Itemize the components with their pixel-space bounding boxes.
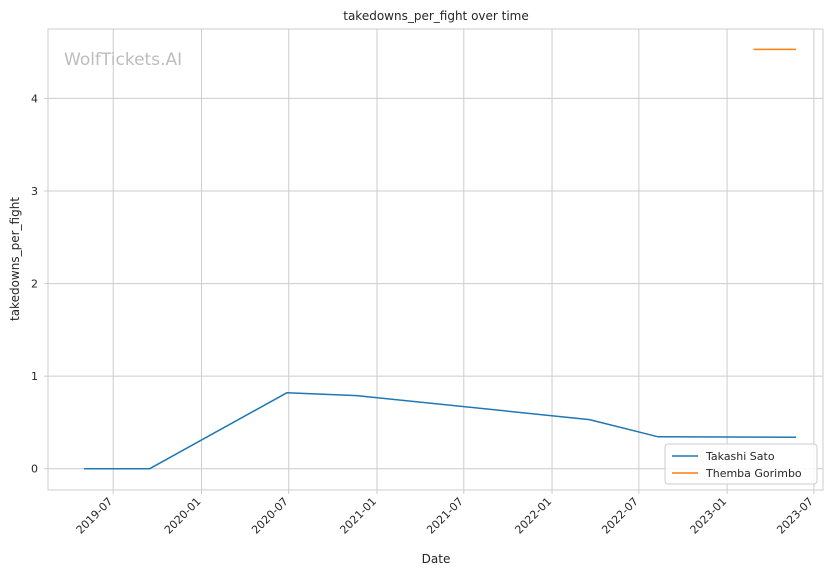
series-line-1 (84, 392, 797, 470)
y-tick-label: 0 (31, 463, 38, 476)
grid-lines (48, 29, 823, 490)
x-axis-label: Date (422, 552, 451, 566)
y-tick-label: 3 (31, 185, 38, 198)
legend-label-2: Themba Gorimbo (705, 467, 802, 480)
legend: Takashi Sato Themba Gorimbo (664, 443, 818, 485)
series-layer (84, 48, 797, 470)
y-tick-label: 2 (31, 278, 38, 291)
x-tick-label: 2022-07 (599, 495, 641, 537)
x-tick-label: 2020-07 (249, 495, 291, 537)
x-tick-label: 2022-01 (512, 495, 554, 537)
watermark-text: WolfTickets.AI (64, 50, 182, 70)
y-axis-label: takedowns_per_fight (8, 197, 22, 321)
chart-title: takedowns_per_fight over time (343, 9, 529, 23)
legend-box (664, 443, 818, 485)
x-tick-label: 2023-01 (688, 495, 730, 537)
x-tick-label: 2020-01 (162, 495, 204, 537)
y-tick-label: 4 (31, 92, 38, 105)
x-tick-label: 2021-01 (337, 495, 379, 537)
y-axis-ticks: 0 1 2 3 4 (31, 92, 48, 476)
x-tick-label: 2021-07 (424, 495, 466, 537)
x-tick-label: 2023-07 (774, 495, 816, 537)
legend-label-1: Takashi Sato (705, 450, 775, 463)
x-axis-ticks: 2019-07 2020-01 2020-07 2021-01 2021-07 2022-… (74, 490, 816, 537)
y-tick-label: 1 (31, 370, 38, 383)
plot-area (47, 28, 824, 491)
x-tick-label: 2019-07 (74, 495, 116, 537)
